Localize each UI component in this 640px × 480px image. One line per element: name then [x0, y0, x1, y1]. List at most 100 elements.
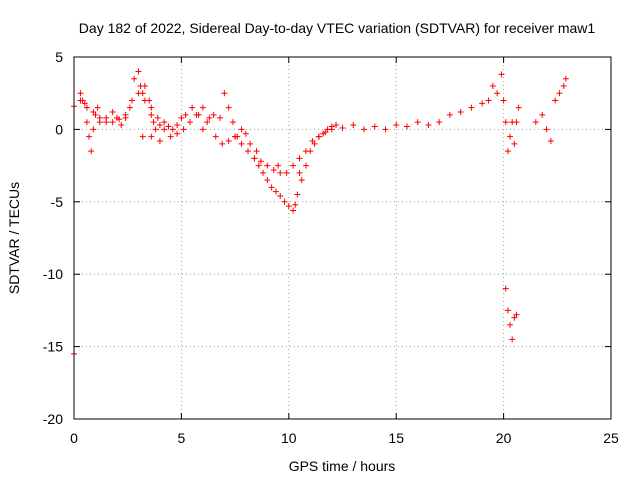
data-point [180, 126, 187, 133]
data-point [283, 169, 290, 176]
data-point [199, 126, 206, 133]
data-point [296, 169, 303, 176]
data-point [513, 311, 520, 318]
data-point [468, 104, 475, 111]
x-axis-label: GPS time / hours [289, 458, 396, 474]
plot-frame [73, 56, 612, 420]
data-point [360, 126, 367, 133]
data-point [253, 148, 260, 155]
data-point [225, 104, 232, 111]
data-point [504, 148, 511, 155]
data-point [302, 148, 309, 155]
data-point [257, 158, 264, 165]
data-point [560, 82, 567, 89]
data-point [126, 104, 133, 111]
data-point [479, 100, 486, 107]
y-tick-label: 5 [55, 49, 63, 65]
data-point [264, 162, 271, 169]
data-point [350, 122, 357, 129]
data-point [502, 119, 509, 126]
data-point [128, 97, 135, 104]
data-point [152, 126, 159, 133]
data-point [371, 123, 378, 130]
data-point [161, 119, 168, 126]
data-point [225, 137, 232, 144]
data-point [148, 133, 155, 140]
data-point [193, 111, 200, 118]
data-point [511, 140, 518, 147]
data-point [309, 137, 316, 144]
data-point [485, 97, 492, 104]
data-point [165, 123, 172, 130]
x-tick-labels: 0 5 10 15 20 25 [70, 430, 619, 446]
data-point [302, 162, 309, 169]
x-tick-label: 10 [281, 430, 297, 446]
chart-title: Day 182 of 2022, Sidereal Day-to-day VTE… [79, 20, 596, 36]
data-point [277, 193, 284, 200]
x-tick-label: 15 [388, 430, 404, 446]
data-point [86, 133, 93, 140]
grid [74, 57, 611, 419]
data-point [436, 119, 443, 126]
data-point [77, 97, 84, 104]
data-point [154, 114, 161, 121]
x-tick-label: 20 [496, 430, 512, 446]
data-point [210, 111, 217, 118]
data-point [156, 122, 163, 129]
data-point [167, 133, 174, 140]
data-point [532, 119, 539, 126]
data-point [116, 116, 123, 123]
data-point [507, 321, 514, 328]
data-point [77, 90, 84, 97]
data-point [509, 336, 516, 343]
data-point [290, 207, 297, 214]
data-point [189, 104, 196, 111]
data-point [148, 104, 155, 111]
data-point [156, 137, 163, 144]
data-point [489, 82, 496, 89]
data-point [169, 126, 176, 133]
y-tick-label: -5 [51, 194, 64, 210]
data-point [131, 75, 138, 82]
data-point [90, 109, 97, 116]
y-tick-label: -20 [43, 411, 63, 427]
data-point [238, 126, 245, 133]
data-point [270, 166, 277, 173]
data-point [109, 109, 116, 116]
data-point [229, 119, 236, 126]
data-point [272, 188, 279, 195]
data-point [186, 119, 193, 126]
data-point [174, 122, 181, 129]
data-point [83, 104, 90, 111]
data-point [96, 119, 103, 126]
y-axis-label: SDTVAR / TECUs [6, 182, 22, 294]
data-point [178, 114, 185, 121]
data-point [260, 169, 267, 176]
data-point [118, 122, 125, 129]
data-point [403, 123, 410, 130]
data-point [199, 104, 206, 111]
data-point [502, 285, 509, 292]
data-point [206, 114, 213, 121]
data-point [547, 137, 554, 144]
data-point [150, 119, 157, 126]
data-point [238, 140, 245, 147]
data-points [71, 68, 569, 357]
data-point [264, 177, 271, 184]
data-point [103, 114, 110, 121]
x-tick-label: 0 [70, 430, 78, 446]
data-point [562, 75, 569, 82]
data-point [393, 122, 400, 129]
data-point [122, 111, 129, 118]
data-point [135, 68, 142, 75]
data-point [182, 111, 189, 118]
y-tick-label: -15 [43, 339, 63, 355]
data-point [296, 155, 303, 162]
data-point [552, 97, 559, 104]
data-point [135, 90, 142, 97]
data-point [141, 82, 148, 89]
y-tick-label: 0 [55, 121, 63, 137]
data-point [382, 126, 389, 133]
data-point [212, 133, 219, 140]
